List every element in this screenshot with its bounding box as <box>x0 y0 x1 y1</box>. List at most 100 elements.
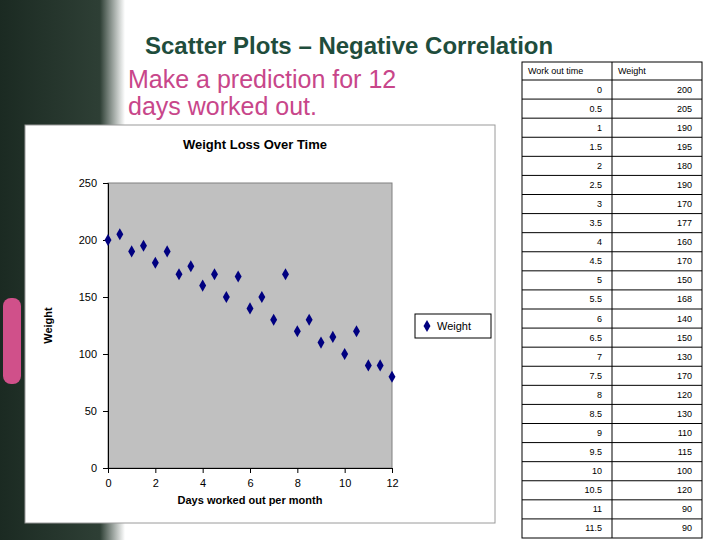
table-cell: 7 <box>597 352 602 362</box>
table-cell: 8.5 <box>589 409 602 419</box>
table-divider <box>612 62 613 538</box>
table-cell: 170 <box>677 371 692 381</box>
point <box>377 359 384 371</box>
table-rule <box>522 442 702 443</box>
tick: 12 <box>386 468 398 489</box>
table-rule <box>522 289 702 290</box>
point <box>235 270 242 282</box>
tick-label: 250 <box>79 177 97 189</box>
table-cell: 180 <box>677 161 692 171</box>
table-cell: 115 <box>678 447 692 457</box>
chart-title: Weight Loss Over Time <box>183 137 327 152</box>
tick: 50 <box>85 405 108 417</box>
point <box>306 314 313 326</box>
tick-mark <box>103 183 108 184</box>
x-axis-title: Days worked out per month <box>178 494 323 506</box>
point <box>199 280 206 292</box>
table-cell: 177 <box>677 218 692 228</box>
axis-line <box>109 469 393 474</box>
table-cell: 195 <box>677 142 692 152</box>
tick: 0 <box>91 462 108 474</box>
legend-box <box>415 314 491 338</box>
table-cell: 5 <box>597 275 602 285</box>
chart-frame <box>25 125 495 523</box>
table-rule <box>522 232 702 233</box>
table-rule <box>522 213 702 214</box>
point <box>223 291 230 303</box>
point <box>389 371 396 383</box>
tick-label: 0 <box>105 477 111 489</box>
point <box>164 245 171 257</box>
table-rule <box>522 80 702 81</box>
table-cell: 150 <box>677 275 692 285</box>
point <box>247 302 254 314</box>
table-cell: 6 <box>597 314 602 324</box>
table-cell: 90 <box>682 523 692 533</box>
table-rule <box>522 404 702 405</box>
table-cell: 8 <box>597 390 602 400</box>
chart: Weight Loss Over Time0246810120501001502… <box>25 125 495 523</box>
table-cell: 140 <box>677 314 692 324</box>
tick-mark <box>297 468 298 473</box>
tick-label: 10 <box>339 477 351 489</box>
table-cell: 190 <box>677 123 692 133</box>
table-cell: 1 <box>597 123 602 133</box>
table-cell: 4.5 <box>589 256 602 266</box>
table-cell: 2.5 <box>589 180 602 190</box>
background <box>0 0 720 540</box>
table-header: Weight <box>618 66 646 76</box>
table-cell: 120 <box>677 485 692 495</box>
table-cell: 10.5 <box>584 485 602 495</box>
table-frame <box>522 62 702 538</box>
table-cell: 130 <box>677 409 692 419</box>
table-cell: 7.5 <box>589 371 602 381</box>
tick-label: 200 <box>79 234 97 246</box>
table-rule <box>522 137 702 138</box>
table-header: Work out time <box>528 66 583 76</box>
plot-area <box>108 183 392 468</box>
tick: 0 <box>105 468 111 489</box>
point <box>294 325 301 337</box>
table-cell: 160 <box>677 237 692 247</box>
tick-mark <box>103 411 108 412</box>
tick-mark <box>250 468 251 473</box>
table-rule <box>522 270 702 271</box>
point <box>341 348 348 360</box>
axis-line <box>103 184 109 469</box>
legend-marker <box>424 320 431 332</box>
tick: 100 <box>79 348 108 360</box>
table-cell: 150 <box>677 333 692 343</box>
slide-title: Scatter Plots – Negative Correlation <box>145 32 553 59</box>
x-axis: 024681012 <box>105 468 398 489</box>
point <box>187 260 194 272</box>
y-axis: 0 50 100 150 200 250 <box>79 177 109 474</box>
table-cell: 1.5 <box>589 142 602 152</box>
point <box>140 240 147 252</box>
table-cell: 3 <box>597 199 602 209</box>
table-rule <box>522 461 702 462</box>
point <box>282 268 289 280</box>
tick: 250 <box>79 177 108 189</box>
table-rule <box>522 194 702 195</box>
tick: 2 <box>153 468 159 489</box>
table-rule <box>522 347 702 348</box>
table-cell: 110 <box>678 428 692 438</box>
point <box>152 257 159 269</box>
point <box>329 331 336 343</box>
table-cell: 190 <box>677 180 692 190</box>
y-axis-title: Weight <box>42 307 54 344</box>
table-cell: 9 <box>597 428 602 438</box>
point <box>105 234 112 246</box>
table-cell: 205 <box>677 104 692 114</box>
tick: 200 <box>79 234 108 246</box>
table-rule <box>522 423 702 424</box>
table-cell: 200 <box>677 85 692 95</box>
table-cell: 11 <box>593 504 602 514</box>
table-cell: 5.5 <box>589 294 602 304</box>
table-rule <box>522 385 702 386</box>
tick: 150 <box>79 291 108 303</box>
tick-mark <box>103 468 108 469</box>
marks <box>105 228 396 383</box>
tick-label: 8 <box>295 477 301 489</box>
legend: Weight <box>415 314 491 338</box>
